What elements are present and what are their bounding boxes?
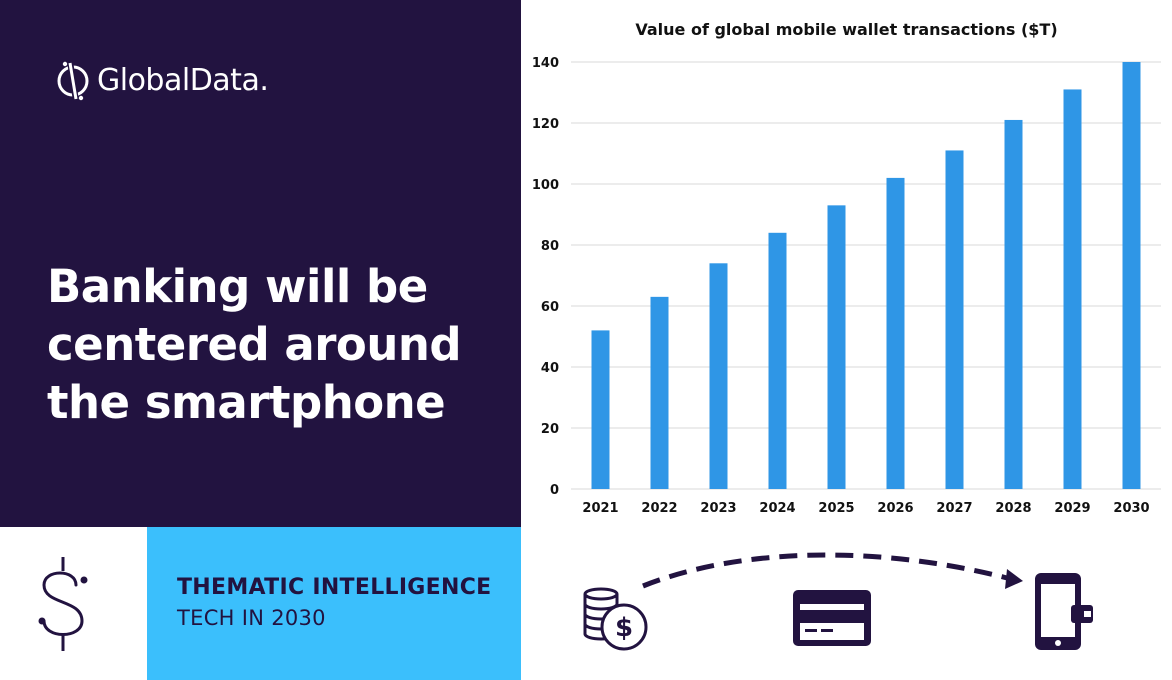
y-tick-label: 0 bbox=[550, 483, 559, 498]
smartphone-wallet-icon bbox=[1035, 573, 1093, 650]
headline-line: centered around bbox=[47, 318, 462, 371]
x-tick-label: 2025 bbox=[818, 501, 854, 516]
x-tick-label: 2024 bbox=[759, 501, 795, 516]
bar-2029[interactable] bbox=[1063, 89, 1082, 489]
x-tick-label: 2029 bbox=[1054, 501, 1090, 516]
x-tick-label: 2027 bbox=[936, 501, 972, 516]
thematic-title: THEMATIC INTELLIGENCE bbox=[177, 575, 492, 600]
headline-line: the smartphone bbox=[47, 376, 446, 429]
y-tick-label: 140 bbox=[532, 56, 559, 71]
headline: Banking will be centered around the smar… bbox=[47, 258, 507, 432]
thematic-subtitle: TECH IN 2030 bbox=[177, 606, 326, 630]
dashed-arrow-icon bbox=[642, 552, 1023, 589]
x-tick-label: 2030 bbox=[1113, 501, 1149, 516]
hero-panel: GlobalData. Banking will be centered aro… bbox=[0, 0, 521, 527]
thematic-banner: THEMATIC INTELLIGENCE TECH IN 2030 bbox=[147, 527, 521, 680]
globaldata-logo-icon bbox=[57, 60, 89, 102]
y-tick-label: 120 bbox=[532, 117, 559, 132]
brand-logo[interactable]: GlobalData. bbox=[55, 57, 269, 103]
coins-icon: $ bbox=[583, 587, 648, 651]
x-tick-label: 2026 bbox=[877, 501, 913, 516]
bar-2025[interactable] bbox=[827, 205, 846, 489]
bar-2021[interactable] bbox=[591, 330, 610, 489]
bar-2023[interactable] bbox=[709, 263, 728, 489]
x-tick-label: 2022 bbox=[641, 501, 677, 516]
headline-line: Banking will be bbox=[47, 260, 428, 313]
bar-2024[interactable] bbox=[768, 232, 787, 490]
x-tick-label: 2023 bbox=[700, 501, 736, 516]
brand-name: GlobalData. bbox=[97, 62, 269, 98]
x-tick-label: 2028 bbox=[995, 501, 1031, 516]
chart-title: Value of global mobile wallet transactio… bbox=[635, 20, 1058, 39]
bar-2027[interactable] bbox=[945, 150, 964, 489]
y-tick-label: 80 bbox=[541, 239, 559, 254]
y-tick-label: 60 bbox=[541, 300, 559, 315]
bar-2030[interactable] bbox=[1122, 62, 1141, 489]
y-tick-label: 20 bbox=[541, 422, 559, 437]
bar-2022[interactable] bbox=[650, 296, 669, 489]
dollar-tile bbox=[0, 527, 147, 680]
x-tick-label: 2021 bbox=[582, 501, 618, 516]
bar-chart: 0 20 40 60 80 100 120 140 2021 2022 2023 2024 2025 20… bbox=[532, 56, 1161, 516]
svg-text:$: $ bbox=[615, 613, 633, 643]
bar-2026[interactable] bbox=[886, 177, 905, 489]
payment-flow-illustration: $ bbox=[583, 552, 1093, 651]
credit-card-icon bbox=[793, 590, 871, 646]
bar-2028[interactable] bbox=[1004, 119, 1023, 489]
dollar-sign-icon bbox=[38, 557, 88, 651]
y-tick-label: 40 bbox=[541, 361, 559, 376]
y-tick-label: 100 bbox=[532, 178, 559, 193]
